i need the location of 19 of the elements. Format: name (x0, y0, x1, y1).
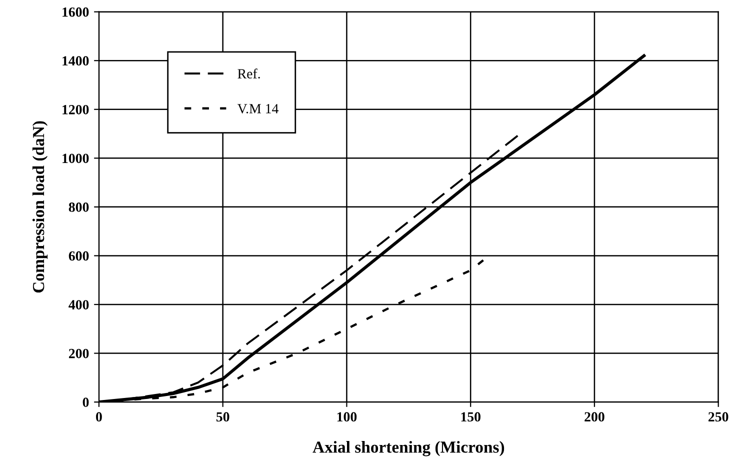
x-tick-label: 50 (216, 412, 230, 422)
x-tick-label: 100 (337, 412, 357, 422)
y-tick-label: 1400 (62, 56, 89, 66)
x-tick-label: 250 (708, 412, 728, 422)
x-tick-label: 0 (96, 412, 102, 422)
legend-label: Ref. (238, 68, 260, 79)
x-axis-title: Axial shortening (Microns) (312, 441, 504, 456)
y-tick-label: 1600 (62, 7, 89, 17)
x-tick-label: 150 (461, 412, 480, 422)
y-tick-label: 600 (68, 251, 89, 261)
legend-label: V.M 14 (237, 104, 278, 114)
x-tick-label: 200 (584, 412, 604, 422)
y-tick-label: 1200 (62, 104, 89, 114)
y-tick-label: 1000 (62, 154, 89, 164)
y-tick-label: 0 (82, 398, 89, 408)
y-tick-label: 200 (68, 348, 89, 358)
y-axis-title: Compression load (daN) (32, 121, 48, 293)
y-tick-label: 800 (68, 202, 89, 212)
y-tick-label: 400 (68, 300, 89, 310)
